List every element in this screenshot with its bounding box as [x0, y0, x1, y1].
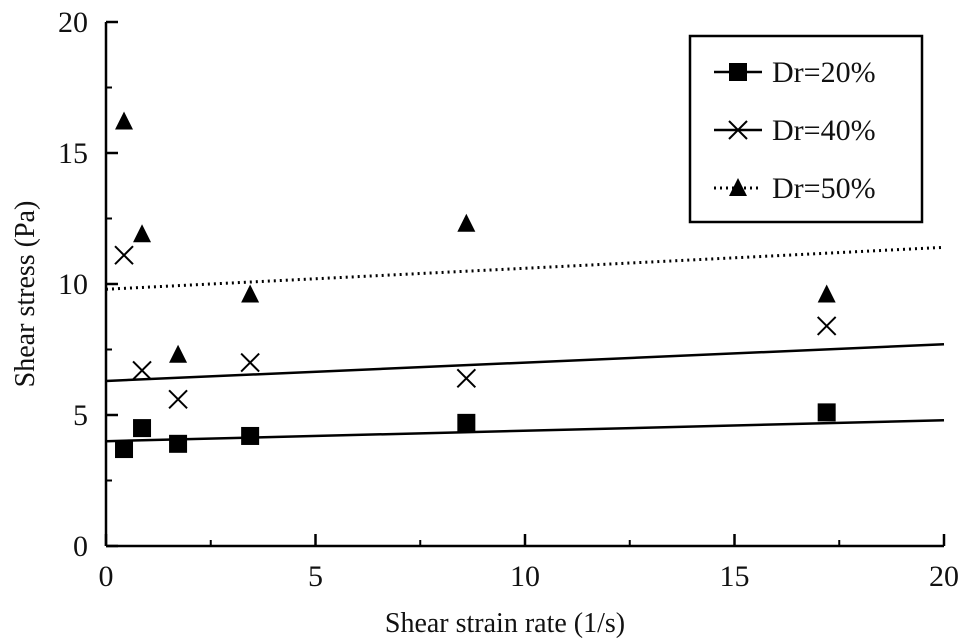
axes: 0 5 10 15 20 0 5 10 15 20 [58, 6, 959, 593]
data-point-series-2 [114, 245, 134, 265]
y-tick-label: 10 [58, 268, 88, 301]
legend-marker [729, 178, 747, 196]
data-point-series-1 [133, 419, 152, 438]
data-point-series-2 [816, 316, 837, 336]
legend-label: Dr=50% [772, 172, 876, 205]
y-tick-label: 20 [58, 6, 88, 39]
data-point-series-3 [457, 213, 476, 232]
legend-label: Dr=20% [772, 56, 876, 89]
data-point-series-2 [132, 360, 152, 381]
x-axis-title: Shear strain rate (1/s) [385, 608, 625, 639]
data-point-series-3 [133, 224, 152, 243]
y-axis-title: Shear stress (Pa) [10, 201, 41, 388]
data-point-series-1 [817, 403, 836, 422]
data-point-series-1 [241, 426, 260, 445]
data-point-series-3 [241, 284, 260, 303]
y-tick-label: 0 [73, 530, 88, 563]
fit-line-series-3 [105, 245, 945, 291]
legend: Dr=20% Dr=40% Dr=50% [688, 34, 924, 224]
fit-line-series-1 [105, 418, 945, 443]
data-point-series-3 [817, 284, 836, 303]
fit-line-series-2 [105, 343, 945, 383]
data-point-series-2 [240, 352, 260, 373]
data-point-series-1 [115, 440, 134, 459]
data-point-series-2 [168, 389, 188, 409]
legend-label: Dr=40% [772, 114, 876, 147]
data-point-series-3 [115, 111, 134, 130]
y-tick-label: 15 [58, 137, 88, 170]
data-point-series-2 [456, 368, 477, 389]
legend-marker [728, 120, 748, 140]
x-tick-label: 5 [308, 560, 323, 593]
data-markers [114, 111, 837, 459]
x-tick-label: 0 [99, 560, 114, 593]
data-point-series-3 [169, 344, 188, 363]
data-point-series-1 [457, 413, 476, 432]
legend-marker [729, 63, 747, 81]
data-point-series-1 [169, 434, 188, 453]
x-tick-label: 20 [929, 560, 959, 593]
x-tick-label: 15 [720, 560, 750, 593]
x-tick-label: 10 [510, 560, 540, 593]
y-tick-label: 5 [73, 399, 88, 432]
